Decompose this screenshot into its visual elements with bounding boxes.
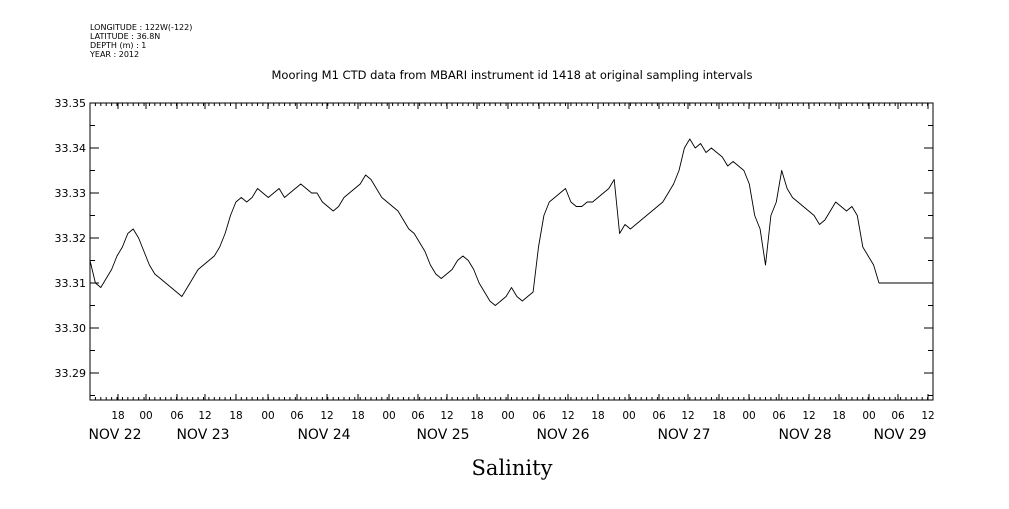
x-day-label: NOV 26: [536, 427, 589, 443]
x-hour-label: 00: [139, 410, 152, 422]
meta-year: YEAR : 2012: [89, 50, 139, 59]
y-tick-label: 33.35: [55, 97, 87, 110]
meta-latitude: LATITUDE : 36.8N: [90, 32, 160, 41]
y-tick-label: 33.30: [55, 322, 87, 335]
x-day-label: NOV 29: [873, 427, 926, 443]
x-hour-label: 06: [772, 410, 786, 422]
x-hour-label: 00: [382, 410, 395, 422]
x-hour-label: 00: [862, 410, 875, 422]
x-hour-label: 06: [652, 410, 666, 422]
y-tick-label: 33.33: [55, 187, 87, 200]
x-hour-label: 06: [891, 410, 905, 422]
x-hour-label: 06: [532, 410, 546, 422]
y-tick-label: 33.29: [55, 367, 87, 380]
meta-depth: DEPTH (m) : 1: [90, 41, 146, 50]
y-tick-label: 33.31: [55, 277, 87, 290]
x-hour-label: 12: [440, 410, 453, 422]
x-hour-label: 18: [351, 410, 364, 422]
y-tick-labels: 33.35 33.34 33.33 33.32 33.31 33.30 33.29: [55, 97, 87, 380]
x-day-label: NOV 27: [657, 427, 710, 443]
x-hour-label: 06: [170, 410, 184, 422]
x-hour-label: 18: [111, 410, 124, 422]
x-hour-label: 18: [591, 410, 604, 422]
x-hour-label: 12: [921, 410, 934, 422]
chart-title: Mooring M1 CTD data from MBARI instrumen…: [272, 68, 753, 82]
plot-frame: [89, 102, 934, 401]
x-hour-label: 00: [261, 410, 274, 422]
x-tick-labels: 18 00 06 12 18 00 06 12 18 00 06 12 18 00 06 12 18 00 06 12…: [111, 410, 934, 422]
x-hour-label: 18: [470, 410, 483, 422]
x-day-label: NOV 23: [176, 427, 229, 443]
x-day-label: NOV 22: [88, 427, 141, 443]
y-tick-label: 33.32: [55, 232, 87, 245]
x-hour-label: 18: [229, 410, 242, 422]
x-axis-label: Salinity: [472, 456, 553, 480]
x-hour-label: 12: [561, 410, 574, 422]
x-hour-label: 12: [198, 410, 211, 422]
y-tick-label: 33.34: [55, 142, 87, 155]
x-hour-label: 00: [742, 410, 755, 422]
x-hour-label: 00: [501, 410, 514, 422]
x-day-label: NOV 28: [778, 427, 831, 443]
x-hour-label: 18: [712, 410, 725, 422]
x-hour-label: 12: [320, 410, 333, 422]
x-day-labels: NOV 22 NOV 23 NOV 24 NOV 25 NOV 26 NOV 27 NOV …: [88, 427, 926, 443]
x-hour-label: 06: [290, 410, 304, 422]
x-hour-label: 12: [681, 410, 694, 422]
x-hour-label: 12: [802, 410, 815, 422]
x-day-label: NOV 24: [297, 427, 350, 443]
x-hour-label: 00: [622, 410, 635, 422]
x-hour-label: 18: [832, 410, 845, 422]
meta-longitude: LONGITUDE : 122W(-122): [90, 23, 192, 32]
salinity-series-line: [89, 138, 933, 306]
x-day-label: NOV 25: [416, 427, 469, 443]
x-hour-label: 06: [411, 410, 425, 422]
